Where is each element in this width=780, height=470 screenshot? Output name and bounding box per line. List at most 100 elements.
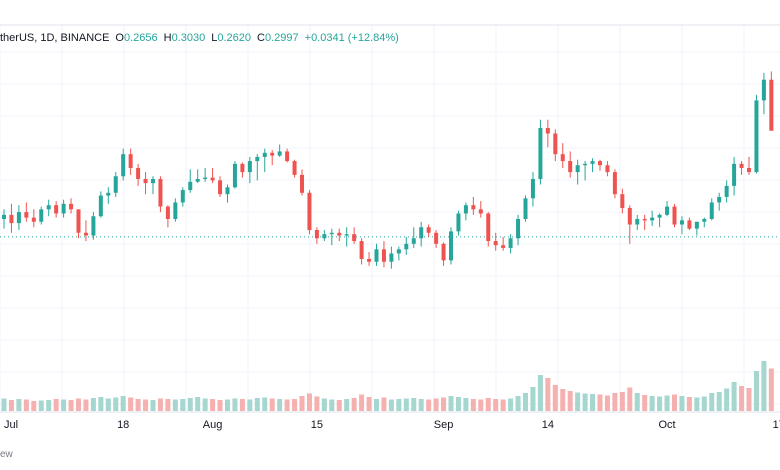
high-readout: H0.3030 — [163, 32, 206, 44]
candle-body — [642, 218, 647, 221]
volume-bar — [716, 392, 722, 411]
candle-body — [672, 206, 677, 225]
volume-bar — [560, 389, 566, 411]
volume-bar — [388, 399, 394, 411]
candle-body — [225, 187, 230, 195]
volume-bar — [433, 398, 439, 411]
volume-bar — [314, 396, 320, 411]
candle-body — [583, 163, 588, 166]
volume-bar — [61, 399, 67, 411]
volume-bar — [76, 398, 81, 411]
volume-bar — [143, 399, 149, 411]
candle-body — [374, 249, 379, 262]
candle-body — [54, 205, 59, 214]
candle-body — [411, 238, 416, 244]
candle-body — [426, 227, 431, 233]
candle-body — [188, 181, 193, 191]
volume-bar — [634, 393, 640, 411]
volume-bar — [105, 398, 111, 411]
volume-bar — [1, 398, 7, 411]
volume-bar — [508, 398, 514, 411]
volume-bar — [701, 396, 707, 411]
candle-body — [344, 234, 349, 236]
volume-bar — [83, 399, 89, 411]
volume-bar — [396, 399, 402, 411]
volume-bar — [150, 400, 156, 411]
volume-bar — [463, 398, 469, 411]
candle-body — [747, 167, 751, 173]
candle-body — [367, 258, 372, 262]
volume-bar — [381, 397, 387, 411]
candle-body — [478, 209, 483, 214]
candle-body — [687, 220, 692, 229]
volume-bar — [597, 394, 603, 411]
candle-body — [322, 234, 327, 239]
candle-body — [61, 203, 66, 214]
candle-body — [739, 163, 744, 168]
volume-bar — [493, 399, 499, 411]
candle-body — [359, 241, 364, 259]
volume-bar — [664, 395, 670, 411]
ohlc-legend: therUS, 1D, BINANCE O0.2656 H0.3030 L0.2… — [0, 32, 399, 44]
volume-bar — [500, 399, 506, 411]
candle-body — [240, 163, 245, 173]
volume-bar — [768, 368, 774, 411]
volume-bar — [537, 375, 543, 411]
candle-body — [232, 163, 237, 188]
volume-bar — [753, 371, 759, 411]
volume-bar — [120, 396, 126, 411]
candle-body — [285, 151, 290, 162]
candle-body — [627, 207, 632, 225]
candle-body — [203, 177, 208, 179]
candle-body — [337, 232, 342, 236]
x-tick-label: 18 — [117, 419, 129, 431]
candle-body — [456, 213, 461, 232]
volume-bar — [694, 397, 700, 411]
candle-body — [404, 243, 409, 250]
volume-bar — [254, 398, 260, 411]
x-tick-label: Aug — [203, 419, 223, 431]
symbol-label: therUS, 1D, BINANCE — [0, 32, 110, 44]
volume-bar — [761, 361, 767, 411]
volume-bar — [426, 399, 432, 411]
candle-body — [121, 154, 126, 177]
candle-body — [151, 179, 155, 184]
candle-body — [91, 216, 96, 236]
candle-body — [709, 202, 714, 219]
candle-body — [31, 217, 36, 222]
volume-bar — [284, 399, 290, 411]
x-tick-label: 15 — [311, 419, 323, 431]
candle-body — [635, 218, 640, 225]
candle-body — [434, 232, 439, 244]
volume-bar — [575, 392, 581, 411]
candle-body — [76, 209, 81, 233]
volume-bar — [38, 400, 44, 411]
candle-body — [329, 232, 334, 235]
volume-bar — [90, 398, 96, 411]
candle-body — [83, 232, 88, 236]
candle-body — [523, 198, 528, 219]
candle-body — [761, 79, 766, 101]
volume-bar — [210, 399, 216, 411]
volume-bar — [195, 397, 201, 411]
candle-body — [270, 152, 275, 156]
volume-bar — [187, 398, 193, 411]
candle-body — [98, 195, 103, 217]
volume-bar — [709, 393, 715, 411]
candle-body — [143, 179, 148, 184]
candle-body — [545, 127, 550, 134]
open-readout: O0.2656 — [115, 32, 158, 44]
candle-body — [106, 192, 111, 196]
candle-body — [702, 218, 707, 222]
volume-bar — [247, 399, 253, 411]
volume-bar — [269, 398, 275, 411]
candle-body — [314, 230, 319, 239]
candle-body — [486, 213, 491, 242]
candle-body — [9, 214, 14, 224]
x-tick-label: Oct — [658, 419, 675, 431]
volume-bar — [448, 396, 454, 411]
footer-caption: ew — [0, 449, 13, 460]
volume-bar — [590, 394, 596, 411]
